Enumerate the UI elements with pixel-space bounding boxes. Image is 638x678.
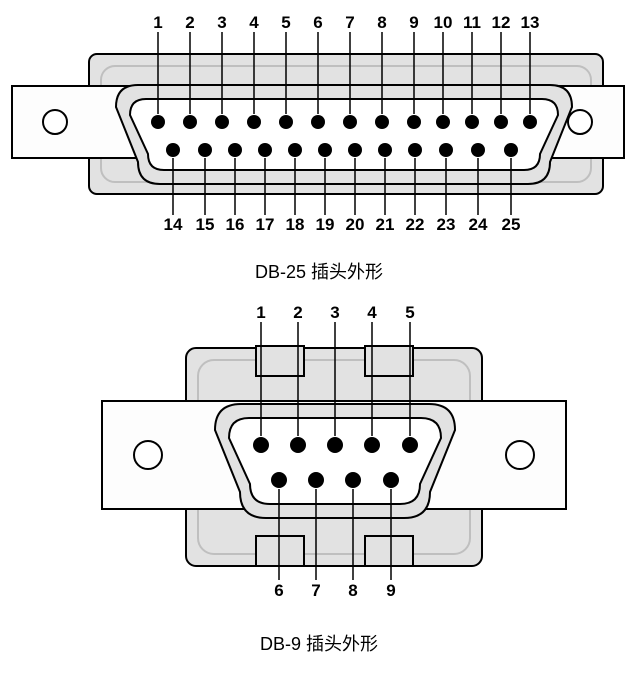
svg-text:10: 10 bbox=[434, 13, 453, 32]
svg-text:9: 9 bbox=[409, 13, 418, 32]
db25-diagram: 1234567891011121314151617181920212223242… bbox=[0, 0, 638, 240]
svg-text:22: 22 bbox=[406, 215, 425, 234]
svg-text:6: 6 bbox=[313, 13, 322, 32]
svg-text:4: 4 bbox=[249, 13, 259, 32]
svg-text:21: 21 bbox=[376, 215, 395, 234]
svg-text:2: 2 bbox=[185, 13, 194, 32]
svg-text:24: 24 bbox=[469, 215, 488, 234]
db9-diagram: 1 2 3 4 5 6 7 8 9 bbox=[0, 298, 638, 603]
svg-text:23: 23 bbox=[437, 215, 456, 234]
svg-text:20: 20 bbox=[346, 215, 365, 234]
svg-text:13: 13 bbox=[521, 13, 540, 32]
svg-text:17: 17 bbox=[256, 215, 275, 234]
svg-text:1: 1 bbox=[256, 303, 265, 322]
svg-text:19: 19 bbox=[316, 215, 335, 234]
svg-text:6: 6 bbox=[274, 581, 283, 600]
svg-text:1: 1 bbox=[153, 13, 162, 32]
svg-text:8: 8 bbox=[348, 581, 357, 600]
svg-text:5: 5 bbox=[281, 13, 290, 32]
db9-caption: DB-9 插头外形 bbox=[0, 630, 638, 656]
db25-caption: DB-25 插头外形 bbox=[0, 258, 638, 284]
svg-text:16: 16 bbox=[226, 215, 245, 234]
svg-text:25: 25 bbox=[502, 215, 521, 234]
svg-text:5: 5 bbox=[405, 303, 414, 322]
svg-text:9: 9 bbox=[386, 581, 395, 600]
svg-text:7: 7 bbox=[311, 581, 320, 600]
svg-text:18: 18 bbox=[286, 215, 305, 234]
svg-text:7: 7 bbox=[345, 13, 354, 32]
svg-text:12: 12 bbox=[492, 13, 511, 32]
svg-text:3: 3 bbox=[330, 303, 339, 322]
svg-text:3: 3 bbox=[217, 13, 226, 32]
svg-text:14: 14 bbox=[164, 215, 183, 234]
svg-text:4: 4 bbox=[367, 303, 377, 322]
svg-text:2: 2 bbox=[293, 303, 302, 322]
svg-text:8: 8 bbox=[377, 13, 386, 32]
svg-text:11: 11 bbox=[463, 13, 481, 32]
svg-text:15: 15 bbox=[196, 215, 215, 234]
